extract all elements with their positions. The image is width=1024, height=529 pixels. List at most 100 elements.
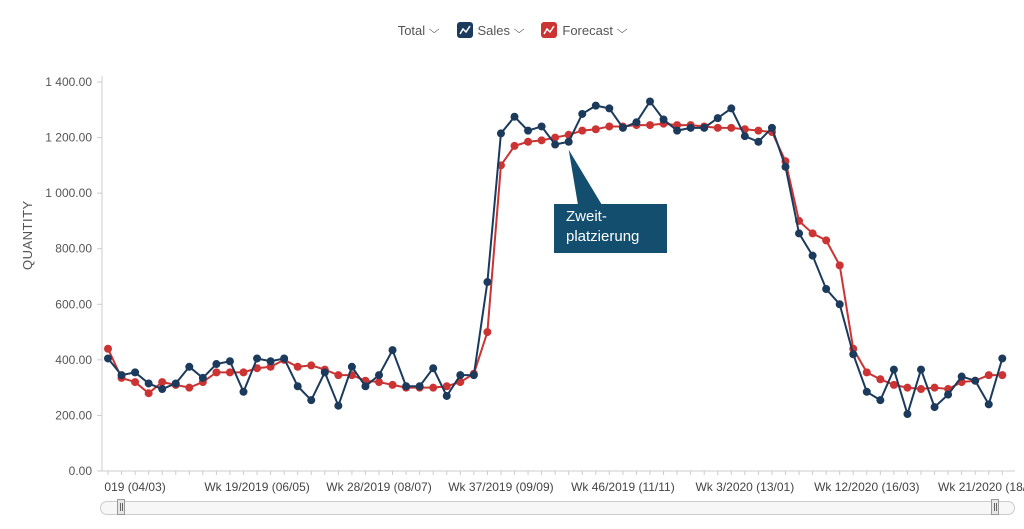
- sales-point: [442, 391, 451, 400]
- sales-point: [795, 229, 804, 238]
- chevron-down-icon: ⌵: [513, 23, 525, 36]
- forecast-point: [334, 371, 343, 380]
- sales-point: [415, 382, 424, 391]
- sales-point: [375, 371, 383, 380]
- range-handle-right[interactable]: [991, 499, 999, 515]
- sales-point: [307, 396, 316, 405]
- sales-point: [266, 357, 275, 366]
- line-chart-icon: [541, 22, 558, 38]
- sales-point: [862, 387, 871, 396]
- sales-point: [618, 123, 627, 132]
- sales-point: [131, 368, 140, 377]
- sales-point: [212, 360, 221, 369]
- sales-point: [849, 350, 858, 359]
- forecast-point: [903, 383, 912, 392]
- legend-total-dropdown[interactable]: Total ⌵: [397, 22, 440, 38]
- legend-total-label: Total: [397, 22, 426, 38]
- sales-point: [524, 126, 533, 135]
- chevron-down-icon: ⌵: [616, 23, 628, 36]
- forecast-point: [673, 121, 682, 130]
- y-tick-label: 1 400.00: [45, 75, 92, 89]
- annotation-pointer: [568, 149, 602, 205]
- annotation-callout: Zweit- platzierung: [554, 204, 667, 253]
- sales-point: [686, 123, 695, 132]
- forecast-point: [808, 229, 817, 238]
- sales-point: [320, 368, 329, 377]
- x-tick-label: Wk 37/2019 (09/09): [448, 480, 553, 494]
- forecast-point: [876, 375, 885, 384]
- forecast-point: [456, 378, 465, 387]
- sales-point: [713, 114, 722, 123]
- sales-point: [293, 382, 302, 391]
- forecast-point: [185, 383, 194, 392]
- forecast-point: [578, 126, 587, 135]
- y-tick-label: 200.00: [55, 408, 92, 422]
- sales-point: [984, 400, 993, 409]
- chevron-down-icon: ⌵: [428, 23, 440, 36]
- range-handle-left[interactable]: [117, 499, 125, 515]
- sales-point: [104, 354, 112, 363]
- forecast-point: [510, 141, 519, 150]
- forecast-point: [524, 137, 533, 146]
- sales-point: [591, 101, 600, 110]
- forecast-point: [388, 380, 397, 389]
- sales-point: [225, 357, 234, 366]
- sales-point: [117, 371, 126, 380]
- y-tick-label: 400.00: [55, 353, 92, 367]
- sales-point: [185, 362, 194, 371]
- sales-point: [239, 387, 248, 396]
- sales-point: [171, 379, 180, 388]
- y-tick-label: 1 200.00: [45, 131, 92, 145]
- forecast-point: [998, 371, 1007, 380]
- sales-point: [253, 354, 262, 363]
- annotation-line-2: platzierung: [566, 228, 640, 245]
- forecast-point: [917, 385, 925, 394]
- forecast-point: [131, 378, 140, 387]
- forecast-point: [307, 361, 316, 370]
- forecast-point: [212, 368, 221, 377]
- sales-point: [280, 354, 289, 363]
- chart-legend: Total ⌵ Sales ⌵ Forecast ⌵: [0, 22, 1024, 38]
- forecast-point: [984, 371, 993, 380]
- sales-point: [767, 123, 776, 132]
- forecast-point: [822, 236, 831, 245]
- forecast-point: [537, 136, 546, 145]
- forecast-point: [158, 378, 167, 387]
- forecast-point: [225, 368, 234, 377]
- forecast-point: [375, 378, 383, 387]
- sales-point: [673, 126, 682, 135]
- forecast-point: [104, 344, 112, 353]
- legend-sales-item[interactable]: Sales ⌵: [456, 22, 525, 38]
- sales-point: [334, 401, 343, 410]
- sales-point: [740, 132, 749, 141]
- sales-point: [496, 129, 505, 138]
- sales-point: [510, 112, 519, 121]
- sales-point: [632, 118, 641, 127]
- sales-point: [144, 379, 153, 388]
- x-tick-label: Wk 19/2019 (06/05): [204, 480, 309, 494]
- forecast-point: [483, 328, 492, 337]
- sales-point: [402, 382, 411, 391]
- sales-point: [659, 115, 668, 124]
- x-tick-label: 019 (04/03): [104, 480, 165, 494]
- annotation-line-1: Zweit-: [566, 208, 607, 225]
- legend-forecast-label: Forecast: [562, 22, 613, 38]
- forecast-point: [551, 133, 560, 142]
- y-tick-label: 600.00: [55, 297, 92, 311]
- sales-point: [727, 104, 736, 113]
- sales-point: [388, 346, 397, 355]
- sales-point: [198, 373, 207, 382]
- legend-forecast-item[interactable]: Forecast ⌵: [541, 22, 628, 38]
- sales-point: [700, 123, 709, 132]
- sales-point: [469, 371, 478, 380]
- sales-point: [781, 162, 790, 171]
- sales-point: [158, 385, 167, 394]
- line-chart-icon: [456, 22, 473, 38]
- sales-point: [551, 140, 560, 149]
- forecast-point: [713, 123, 722, 132]
- range-scrollbar[interactable]: [100, 501, 1015, 515]
- forecast-point: [646, 121, 654, 130]
- sales-point: [429, 364, 438, 373]
- sales-point: [971, 376, 980, 385]
